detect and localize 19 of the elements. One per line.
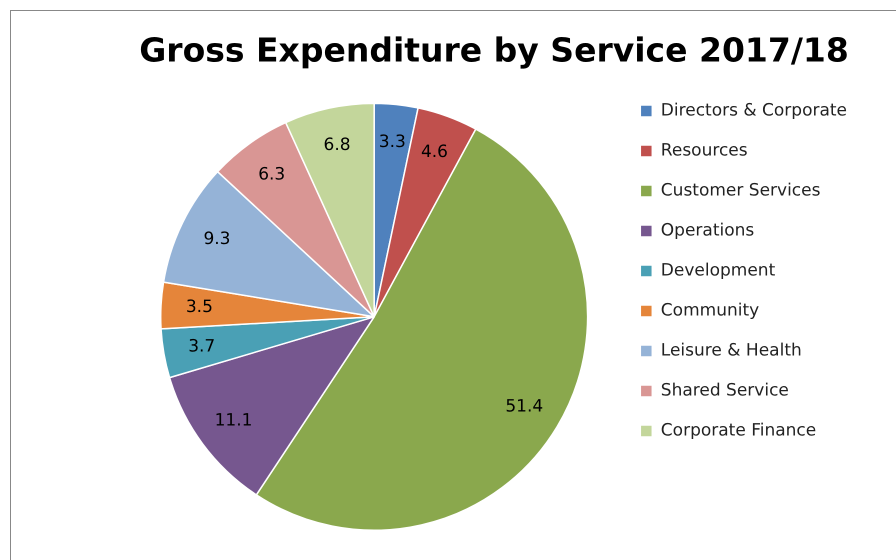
data-label: 3.7 bbox=[188, 336, 216, 356]
legend-label: Operations bbox=[660, 220, 754, 240]
legend-label: Development bbox=[660, 260, 776, 280]
legend-label: Shared Service bbox=[660, 380, 789, 400]
legend-label: Customer Services bbox=[660, 180, 821, 200]
data-label: 9.3 bbox=[203, 229, 230, 250]
legend-label: Directors & Corporate bbox=[660, 100, 848, 120]
data-label: 4.6 bbox=[420, 142, 448, 162]
data-label: 3.5 bbox=[186, 296, 213, 317]
chart-title: Gross Expenditure by Service 2017/18 bbox=[139, 30, 849, 70]
data-label: 3.3 bbox=[378, 132, 406, 152]
data-label: 11.1 bbox=[214, 410, 252, 430]
data-label: 6.3 bbox=[258, 164, 286, 184]
data-label: 6.8 bbox=[324, 135, 351, 156]
data-label: 51.4 bbox=[505, 396, 544, 416]
legend-label: Resources bbox=[660, 140, 748, 160]
legend-label: Community bbox=[660, 300, 760, 320]
legend-label: Leisure & Health bbox=[660, 340, 802, 360]
legend-label: Corporate Finance bbox=[660, 420, 816, 440]
